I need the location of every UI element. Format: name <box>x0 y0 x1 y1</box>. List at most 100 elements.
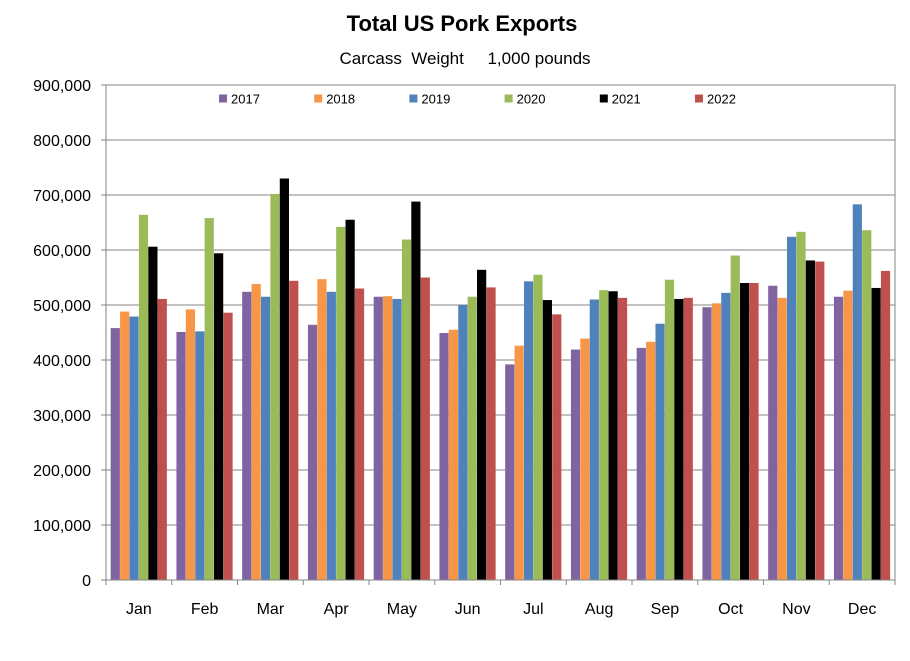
x-tick-label: Apr <box>324 601 350 618</box>
y-tick-label: 0 <box>82 573 91 590</box>
bar-2017-feb <box>176 331 186 580</box>
bar-2020-aug <box>599 290 609 580</box>
bar-2022-nov <box>815 261 825 580</box>
bar-2020-dec <box>862 230 872 580</box>
bar-2018-nov <box>777 297 787 580</box>
bar-2017-sep <box>636 347 646 580</box>
x-tick-label: Dec <box>848 601 876 618</box>
legend-swatch-2021 <box>599 94 608 103</box>
bar-2017-jul <box>505 364 515 580</box>
bar-2021-mar <box>279 178 289 580</box>
legend-swatch-2017 <box>219 94 227 103</box>
bar-2018-may <box>383 296 393 580</box>
x-tick-label: Oct <box>718 601 743 618</box>
bar-2021-jan <box>148 246 158 580</box>
bar-2022-jul <box>552 314 562 580</box>
bar-2018-aug <box>580 338 590 580</box>
bar-2022-jun <box>486 287 496 580</box>
bar-2022-mar <box>289 280 299 580</box>
bar-2019-jun <box>458 305 468 580</box>
bar-2019-nov <box>786 236 797 581</box>
bar-2017-jan <box>110 328 120 580</box>
legend-swatch-2020 <box>504 94 513 103</box>
x-tick-label: Feb <box>191 601 219 618</box>
legend-swatch-2019 <box>409 94 418 103</box>
legend-label-2020: 2020 <box>517 92 546 107</box>
bar-2019-mar <box>260 296 271 580</box>
bar-2018-mar <box>251 284 261 580</box>
y-tick-label: 300,000 <box>33 408 91 425</box>
legend-label-2019: 2019 <box>421 92 450 107</box>
bar-2017-nov <box>768 285 778 580</box>
bar-2019-sep <box>655 323 665 580</box>
bar-2017-apr <box>307 324 318 580</box>
bar-2019-jan <box>129 316 139 580</box>
bars <box>110 178 891 581</box>
bar-2020-jan <box>138 214 149 581</box>
y-tick-label: 900,000 <box>33 78 91 95</box>
bar-2022-jan <box>157 298 167 580</box>
bar-2019-oct <box>721 292 731 580</box>
bar-2019-jul <box>523 281 534 580</box>
bar-2019-apr <box>326 291 336 580</box>
bar-2020-feb <box>204 218 214 580</box>
bar-2021-aug <box>608 291 618 580</box>
bar-2017-aug <box>570 349 581 580</box>
bar-2022-aug <box>617 297 628 580</box>
bar-2022-apr <box>354 288 365 580</box>
bar-2019-feb <box>195 331 205 580</box>
bar-2020-jul <box>533 274 543 580</box>
bar-2022-sep <box>683 297 693 580</box>
x-tick-label: Aug <box>585 601 613 618</box>
y-tick-label: 400,000 <box>33 353 91 370</box>
bar-2021-oct <box>740 283 750 580</box>
legend-label-2018: 2018 <box>326 92 355 107</box>
chart-subtitle: Carcass Weight 1,000 pounds <box>339 49 590 68</box>
y-tick-label: 700,000 <box>33 188 91 205</box>
bar-2017-mar <box>242 291 252 580</box>
bar-2021-feb <box>214 253 224 581</box>
legend-swatch-2022 <box>695 94 703 103</box>
bar-2021-sep <box>674 298 684 580</box>
bar-2021-jun <box>477 269 487 580</box>
legend: 2017 2018 2019 2020 2021 2022 <box>219 92 736 107</box>
bar-2019-aug <box>589 299 599 580</box>
bar-2022-dec <box>880 270 891 580</box>
bar-2018-jul <box>514 345 524 580</box>
bar-2017-dec <box>833 296 844 580</box>
bar-2021-nov <box>805 260 815 580</box>
y-tick-label: 200,000 <box>33 463 91 480</box>
y-tick-label: 100,000 <box>33 518 91 535</box>
bar-2017-jun <box>439 333 449 580</box>
x-tick-label: Mar <box>257 601 285 618</box>
bar-2022-feb <box>223 312 233 580</box>
x-tick-label: Jan <box>126 601 152 618</box>
x-tick-label: May <box>387 601 417 618</box>
bar-2018-dec <box>843 290 853 580</box>
x-tick-label: Sep <box>651 601 680 618</box>
bar-2022-oct <box>749 283 759 580</box>
x-tick-label: Jul <box>523 601 543 618</box>
bar-2018-oct <box>711 303 722 580</box>
bar-2020-mar <box>270 193 280 580</box>
legend-label-2021: 2021 <box>612 92 641 107</box>
bar-2021-may <box>411 201 421 580</box>
y-tick-label: 600,000 <box>33 243 91 260</box>
bar-2021-dec <box>871 287 881 580</box>
bar-2020-may <box>401 239 412 581</box>
bar-2017-oct <box>702 307 712 580</box>
y-tick-label: 800,000 <box>33 133 91 150</box>
x-axis: Jan Feb Mar Apr May Jun Jul Aug Sep Oct Nov Dec <box>105 580 896 618</box>
bar-2020-oct <box>730 255 740 580</box>
bar-2017-may <box>373 296 383 580</box>
y-axis: 0 100,000 200,000 300,000 400,000 500,000 600,… <box>33 78 106 590</box>
bar-2018-jun <box>448 329 459 580</box>
bar-2018-apr <box>317 279 327 580</box>
bar-2018-jan <box>120 311 130 580</box>
bar-2021-jul <box>542 300 552 580</box>
x-tick-label: Jun <box>455 601 481 618</box>
bar-2022-may <box>420 277 430 580</box>
bar-2020-apr <box>336 226 346 580</box>
y-tick-label: 500,000 <box>33 298 91 315</box>
